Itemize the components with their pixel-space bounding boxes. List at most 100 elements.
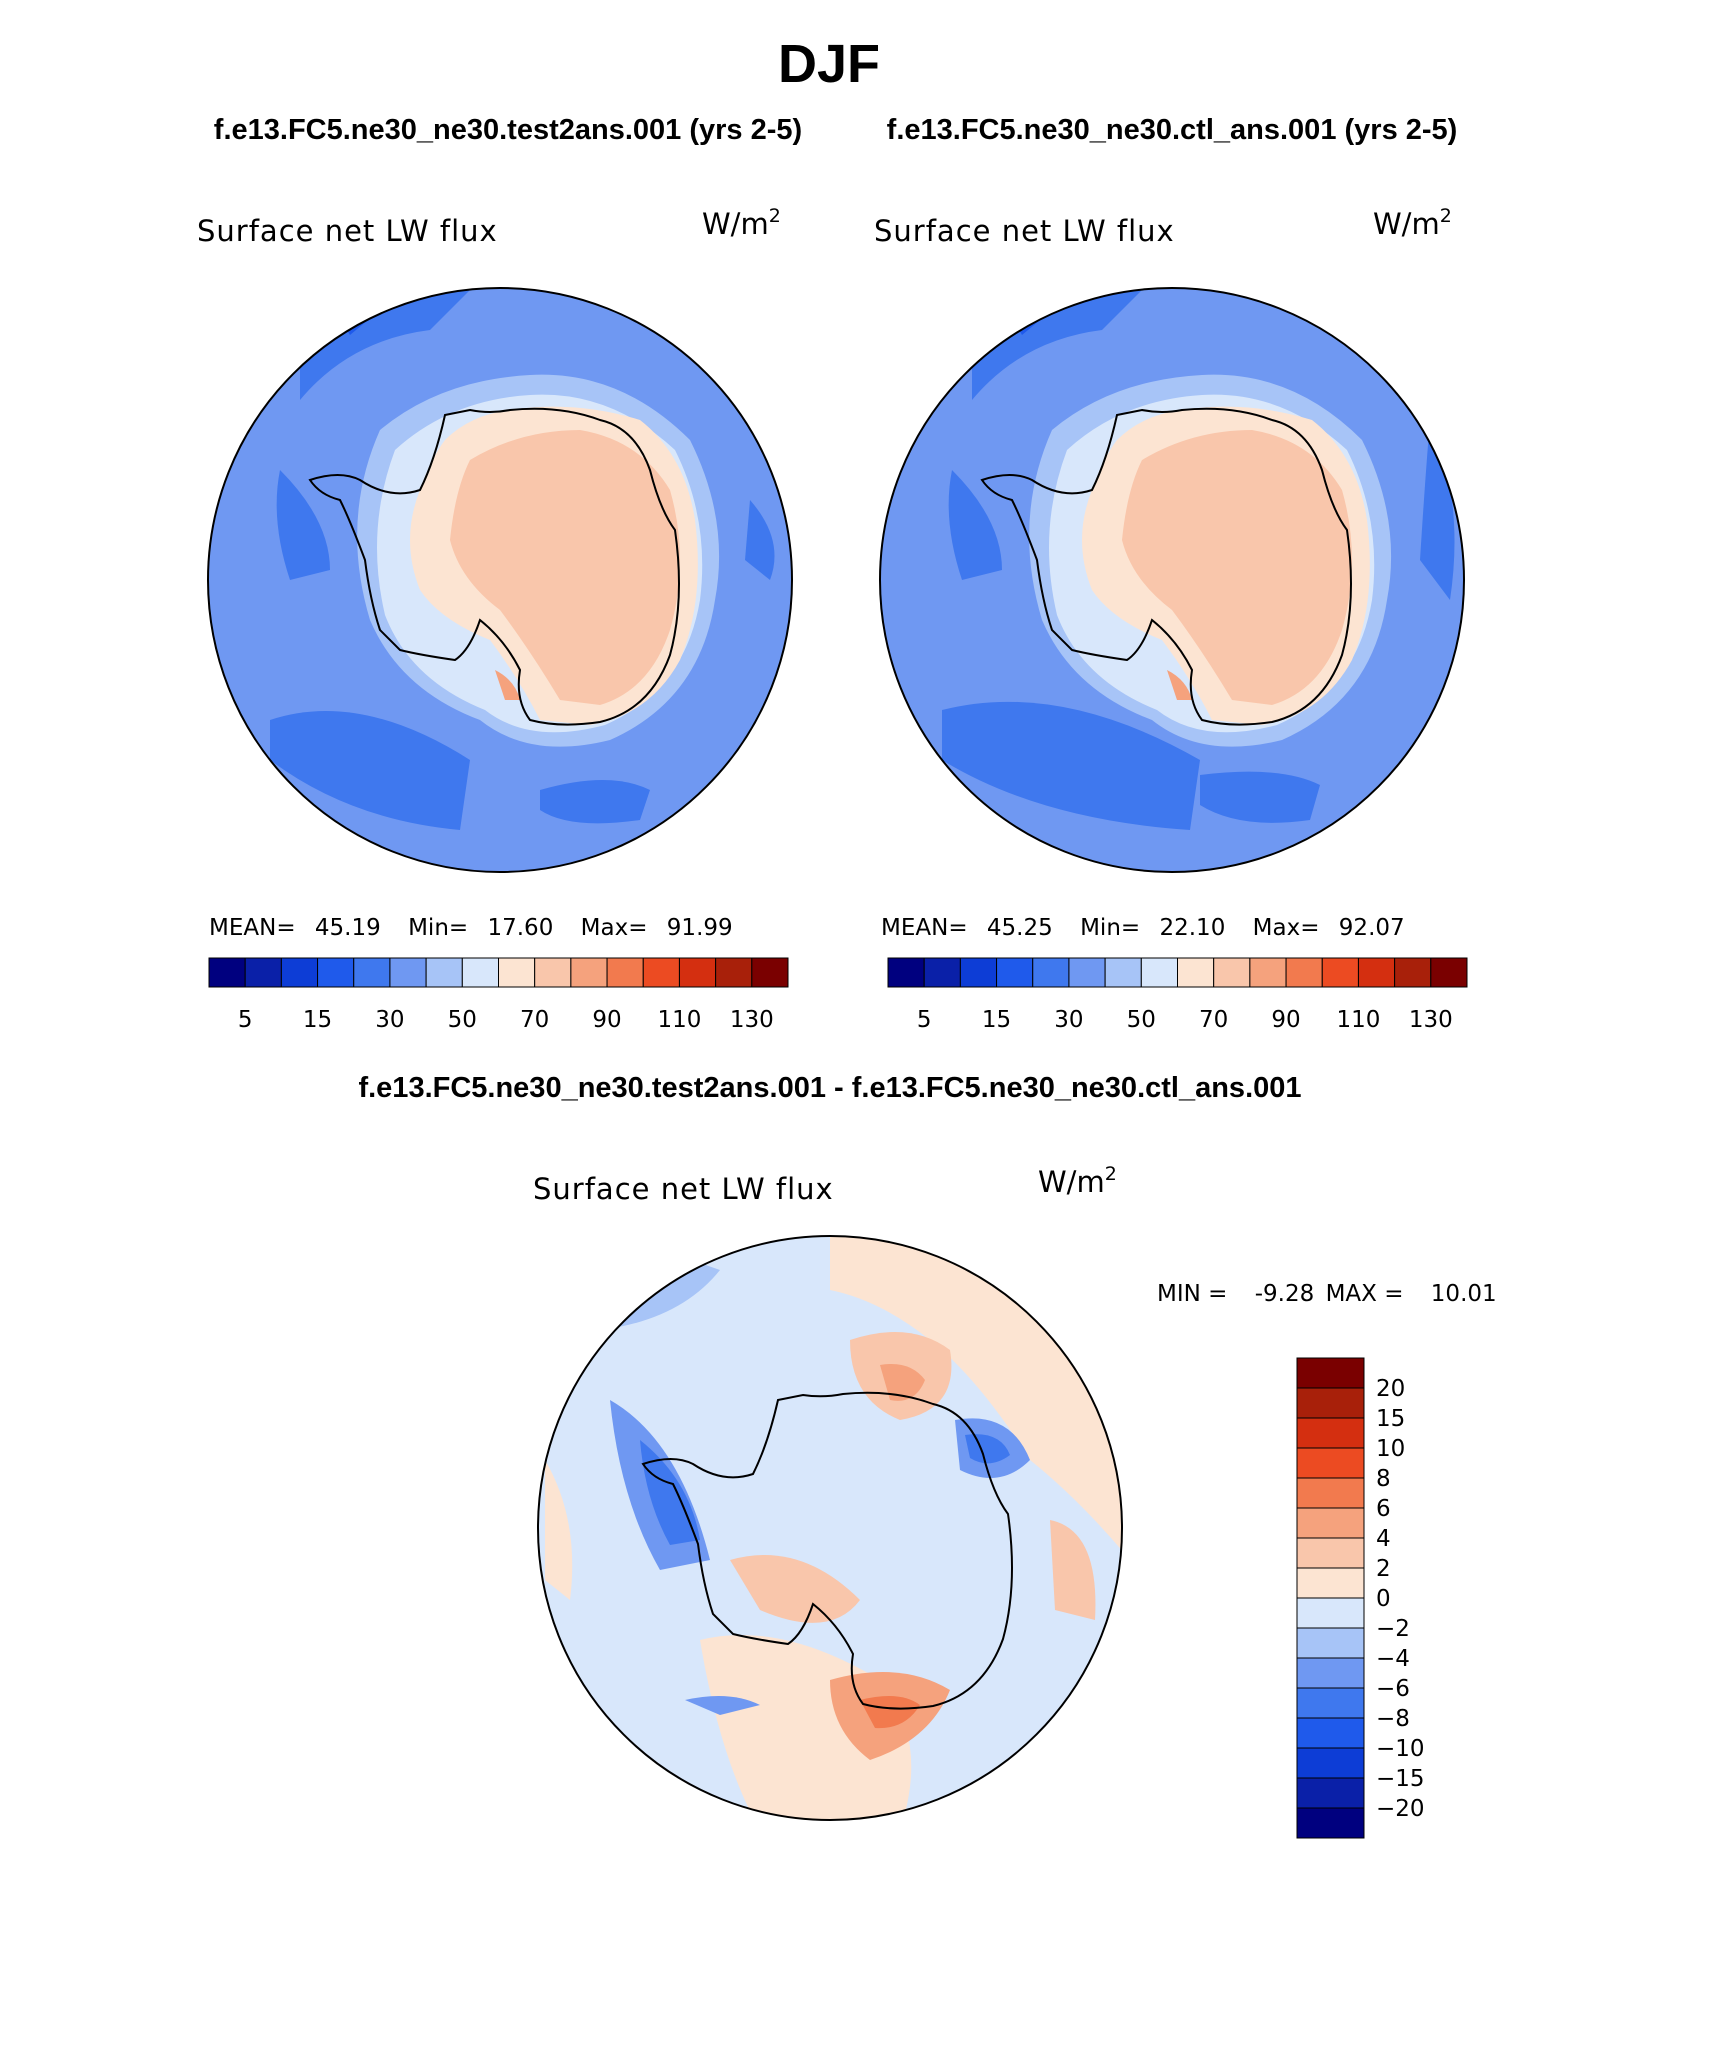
- panel-difference-units: W/m2: [1038, 1163, 1117, 1199]
- panel-difference-colorbar-tick-label: 2: [1376, 1556, 1391, 1582]
- panel-control-map: [880, 288, 1464, 872]
- panel-control-colorbar-swatch: [887, 957, 925, 988]
- panel-difference-colorbar-swatch: [1296, 1447, 1365, 1479]
- panel-test-colorbar-swatch: [280, 957, 319, 988]
- panel-control-units-base: W/m: [1373, 207, 1440, 241]
- panel-test-colorbar-swatch: [642, 957, 680, 988]
- panel-difference-colorbar-tick-label: 10: [1376, 1436, 1405, 1462]
- panel-test-colorbar: 5 15 30 50 70 90 110 130: [208, 957, 789, 1033]
- panel-test-units: W/m2: [702, 205, 781, 241]
- panel-test: Surface net LW flux W/m2 MEAN= 45.19 Min…: [197, 205, 793, 1033]
- panel-control-units: W/m2: [1373, 205, 1452, 241]
- panel-test-colorbar-tick-label: 110: [657, 1007, 701, 1033]
- panel-control-colorbar-swatch: [1321, 957, 1359, 988]
- panel-test-colorbar-swatch: [498, 957, 536, 988]
- panel-test-colorbar-swatch: [317, 957, 355, 988]
- figure-title: DJF: [778, 34, 880, 94]
- panel-test-colorbar-tick-label: 90: [592, 1007, 621, 1033]
- panel-control-colorbar-swatch: [1249, 957, 1287, 988]
- panel-control-min-value: 22.10: [1159, 915, 1225, 941]
- panel-control-colorbar-swatch: [1213, 957, 1251, 988]
- panel-control-boundary: [879, 287, 1465, 873]
- panel-control-colorbar-tick-label: 110: [1336, 1007, 1380, 1033]
- panel-control-colorbar-tick-label: 50: [1127, 1007, 1156, 1033]
- panel-test-boundary: [207, 287, 793, 873]
- panel-control-colorbar-swatch: [1357, 957, 1396, 988]
- panel-difference-colorbar-swatch: [1296, 1807, 1365, 1839]
- panel-test-colorbar-swatch: [751, 957, 789, 988]
- panel-test-colorbar-swatch: [534, 957, 572, 988]
- panel-difference-colorbar-tick-label: 4: [1376, 1526, 1391, 1552]
- panel-test-colorbar-swatch: [678, 957, 717, 988]
- panel-test-colorbar-swatch: [353, 957, 391, 988]
- panel-difference-min-value: -9.28: [1255, 1281, 1315, 1307]
- panel-difference-units-base: W/m: [1038, 1165, 1105, 1199]
- panel-test-min-value: 17.60: [487, 915, 553, 941]
- panel-control-colorbar-swatch: [1140, 957, 1178, 988]
- panel-difference-colorbar-swatch: [1296, 1507, 1365, 1539]
- panel-test-mean-label: MEAN=: [209, 915, 296, 941]
- panel-difference-boundary: [537, 1235, 1123, 1821]
- panel-difference-units-exp: 2: [1105, 1163, 1117, 1185]
- panel-test-mean-value: 45.19: [315, 915, 381, 941]
- panel-test-colorbar-swatch: [606, 957, 644, 988]
- panel-control: Surface net LW flux W/m2 MEAN= 45.25 Min…: [874, 205, 1468, 1033]
- panel-control-min-label: Min=: [1080, 915, 1140, 941]
- panel-difference-colorbar-tick-label: −8: [1376, 1706, 1410, 1732]
- panel-control-colorbar-swatch: [1032, 957, 1070, 988]
- panel-test-colorbar-swatch: [208, 957, 246, 988]
- panel-difference-colorbar-swatch: [1296, 1657, 1365, 1689]
- panel-difference-colorbar-swatch: [1296, 1597, 1365, 1629]
- panel-test-min-label: Min=: [408, 915, 468, 941]
- panel-control-stats: MEAN= 45.25 Min= 22.10 Max= 92.07: [881, 915, 1405, 941]
- difference-caption: f.e13.FC5.ne30_ne30.test2ans.001 - f.e13…: [358, 1072, 1301, 1104]
- panel-difference-colorbar-swatch: [1296, 1627, 1365, 1659]
- panel-test-max-label: Max=: [581, 915, 648, 941]
- panel-difference-min-label: MIN =: [1157, 1281, 1227, 1307]
- panel-control-colorbar-swatch: [1285, 957, 1323, 988]
- panel-difference-colorbar-swatch: [1296, 1687, 1365, 1719]
- panel-control-colorbar-tick-label: 30: [1054, 1007, 1083, 1033]
- panel-difference-colorbar-tick-label: 6: [1376, 1496, 1391, 1522]
- panel-control-colorbar-swatch: [923, 957, 961, 988]
- panel-test-colorbar-swatch: [244, 957, 282, 988]
- panel-test-colorbar-swatch: [425, 957, 463, 988]
- panel-test-colorbar-swatch: [389, 957, 427, 988]
- panel-difference-colorbar-tick-label: −4: [1376, 1646, 1410, 1672]
- panel-test-colorbar-tick-label: 15: [303, 1007, 332, 1033]
- panel-test-colorbar-tick-label: 50: [448, 1007, 477, 1033]
- panel-difference-colorbar-tick-label: −6: [1376, 1676, 1410, 1702]
- panel-test-stats: MEAN= 45.19 Min= 17.60 Max= 91.99: [209, 915, 733, 941]
- panel-control-units-exp: 2: [1440, 205, 1452, 227]
- panel-control-colorbar-swatch: [1394, 957, 1432, 988]
- panel-control-colorbar-swatch: [996, 957, 1034, 988]
- panel-test-max-value: 91.99: [667, 915, 733, 941]
- panel-control-colorbar-swatch: [1177, 957, 1215, 988]
- panel-test-map: [208, 288, 792, 872]
- panel-difference-colorbar-tick-label: 0: [1376, 1586, 1391, 1612]
- panel-test-colorbar-tick-label: 130: [730, 1007, 774, 1033]
- panel-control-colorbar-swatch: [1104, 957, 1142, 988]
- panel-control-colorbar-tick-label: 5: [917, 1007, 932, 1033]
- panel-difference-colorbar-tick-label: 20: [1376, 1376, 1405, 1402]
- panel-control-colorbar: 5 15 30 50 70 90 110 130: [887, 957, 1468, 1033]
- panel-test-colorbar-swatch: [570, 957, 608, 988]
- panel-control-title: Surface net LW flux: [874, 214, 1175, 248]
- panel-difference-title: Surface net LW flux: [533, 1172, 834, 1206]
- panel-difference-colorbar-tick-label: −10: [1376, 1736, 1425, 1762]
- panel-control-colorbar-swatch: [1068, 957, 1106, 988]
- panel-test-title: Surface net LW flux: [197, 214, 498, 248]
- left-panel-caption: f.e13.FC5.ne30_ne30.test2ans.001 (yrs 2-…: [214, 114, 802, 146]
- panel-control-max-value: 92.07: [1339, 915, 1405, 941]
- panel-difference-stats: MIN = -9.28 MAX = 10.01: [1157, 1281, 1497, 1307]
- panel-control-colorbar-tick-label: 70: [1199, 1007, 1228, 1033]
- panel-control-colorbar-swatch: [1430, 957, 1468, 988]
- panel-control-colorbar-tick-label: 90: [1271, 1007, 1300, 1033]
- panel-test-colorbar-swatch: [715, 957, 753, 988]
- panel-difference-max-value: 10.01: [1431, 1281, 1497, 1307]
- panel-test-units-base: W/m: [702, 207, 769, 241]
- panel-difference-colorbar-swatch: [1296, 1747, 1365, 1779]
- panel-difference-colorbar-swatch: [1296, 1417, 1365, 1449]
